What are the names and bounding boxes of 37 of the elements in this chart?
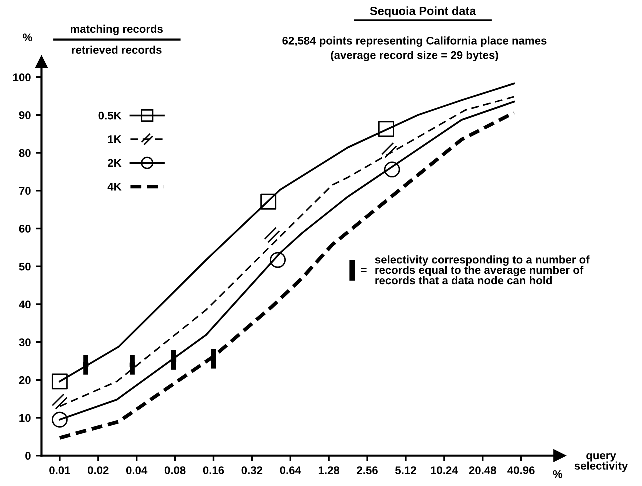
x-tick-label: 0.08 [164, 466, 186, 474]
text: % [553, 470, 563, 478]
y-tick-label: 20 [19, 376, 31, 384]
x-axis-title: query selectivity [574, 453, 628, 472]
y-tick-label: 90 [19, 111, 31, 120]
y-tick-label: 0 [26, 452, 31, 460]
y-tick-label: 10 [20, 414, 31, 422]
text: matching records [70, 24, 164, 36]
legend-label: 0.5K [98, 112, 122, 120]
y-tick-label: 80 [19, 149, 31, 158]
legend-label: 4K [108, 183, 122, 191]
x-tick-label: 0.16 [203, 466, 224, 474]
x-tick-label: 0.01 [50, 466, 70, 474]
y-tick-label: 70 [19, 187, 31, 196]
x-tick-label: 1.28 [318, 466, 340, 474]
y-tick-label: 100 [13, 74, 31, 82]
x-tick-label: 20.48 [469, 466, 496, 474]
x-tick-label: 0.02 [88, 466, 109, 474]
y-tick-label: 50 [19, 262, 31, 271]
x-tick-label: 10.24 [431, 466, 458, 474]
x-tick-label: 5.12 [396, 466, 416, 474]
text: retrieved records [72, 46, 162, 54]
x-tick-label: 0.32 [242, 466, 263, 474]
x-tick-label: 2.56 [357, 466, 378, 474]
x-tick-label: 40.96 [508, 466, 535, 474]
annotation: selectivity corresponding to a number of records equal to the average number of records that a data node can hold [375, 256, 590, 285]
chart-title: Sequoia Point data [370, 6, 476, 18]
y-tick-label: 40 [19, 300, 31, 309]
x-tick-label: 0.04 [126, 466, 148, 474]
y-axis-title: % [23, 34, 32, 42]
y-tick-label: 30 [19, 338, 31, 346]
legend-label: 2K [108, 159, 122, 168]
legend-label: 1K [108, 136, 122, 144]
chart-subtitle: 62,584 points representing California place names (average record size = 29 bytes) [282, 36, 547, 62]
y-tick-label: 60 [19, 225, 31, 233]
x-tick-label: 0.64 [280, 466, 302, 474]
annotation: = [361, 268, 367, 272]
